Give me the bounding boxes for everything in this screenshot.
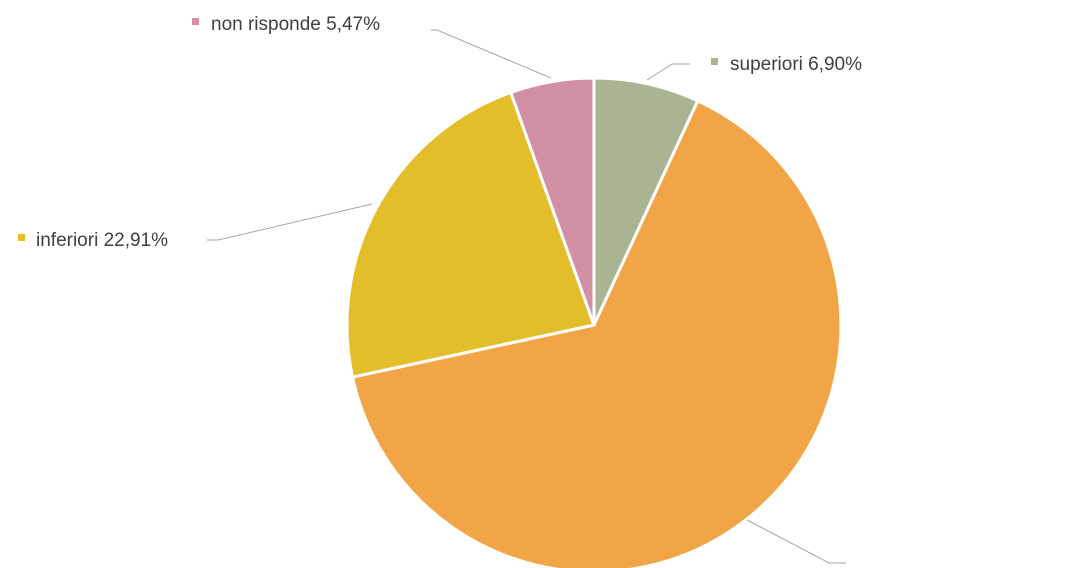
pie-slice-inferiori xyxy=(345,90,596,379)
label-marker-inferiori xyxy=(18,234,25,241)
leader-lines xyxy=(207,29,846,564)
leader-line-superiori xyxy=(646,63,690,81)
leader-line-adeguate xyxy=(746,519,846,564)
data-label-inferiori: inferiori 22,91% xyxy=(36,230,168,251)
pie-slice-adeguate xyxy=(350,98,843,568)
label-marker-non-risponde xyxy=(192,18,199,25)
label-marker-superiori xyxy=(711,58,718,65)
data-label-non-risponde: non risponde 5,47% xyxy=(211,14,380,35)
pie-slice-non-risponde xyxy=(508,76,596,326)
pie-slice-superiori xyxy=(592,76,700,326)
pie-slices xyxy=(345,76,843,568)
data-label-superiori: superiori 6,90% xyxy=(730,54,862,75)
leader-line-inferiori xyxy=(207,203,373,241)
data-labels: superiori 6,90%adeguate 64,72%inferiori … xyxy=(18,14,862,251)
leader-line-non-risponde xyxy=(431,29,552,79)
